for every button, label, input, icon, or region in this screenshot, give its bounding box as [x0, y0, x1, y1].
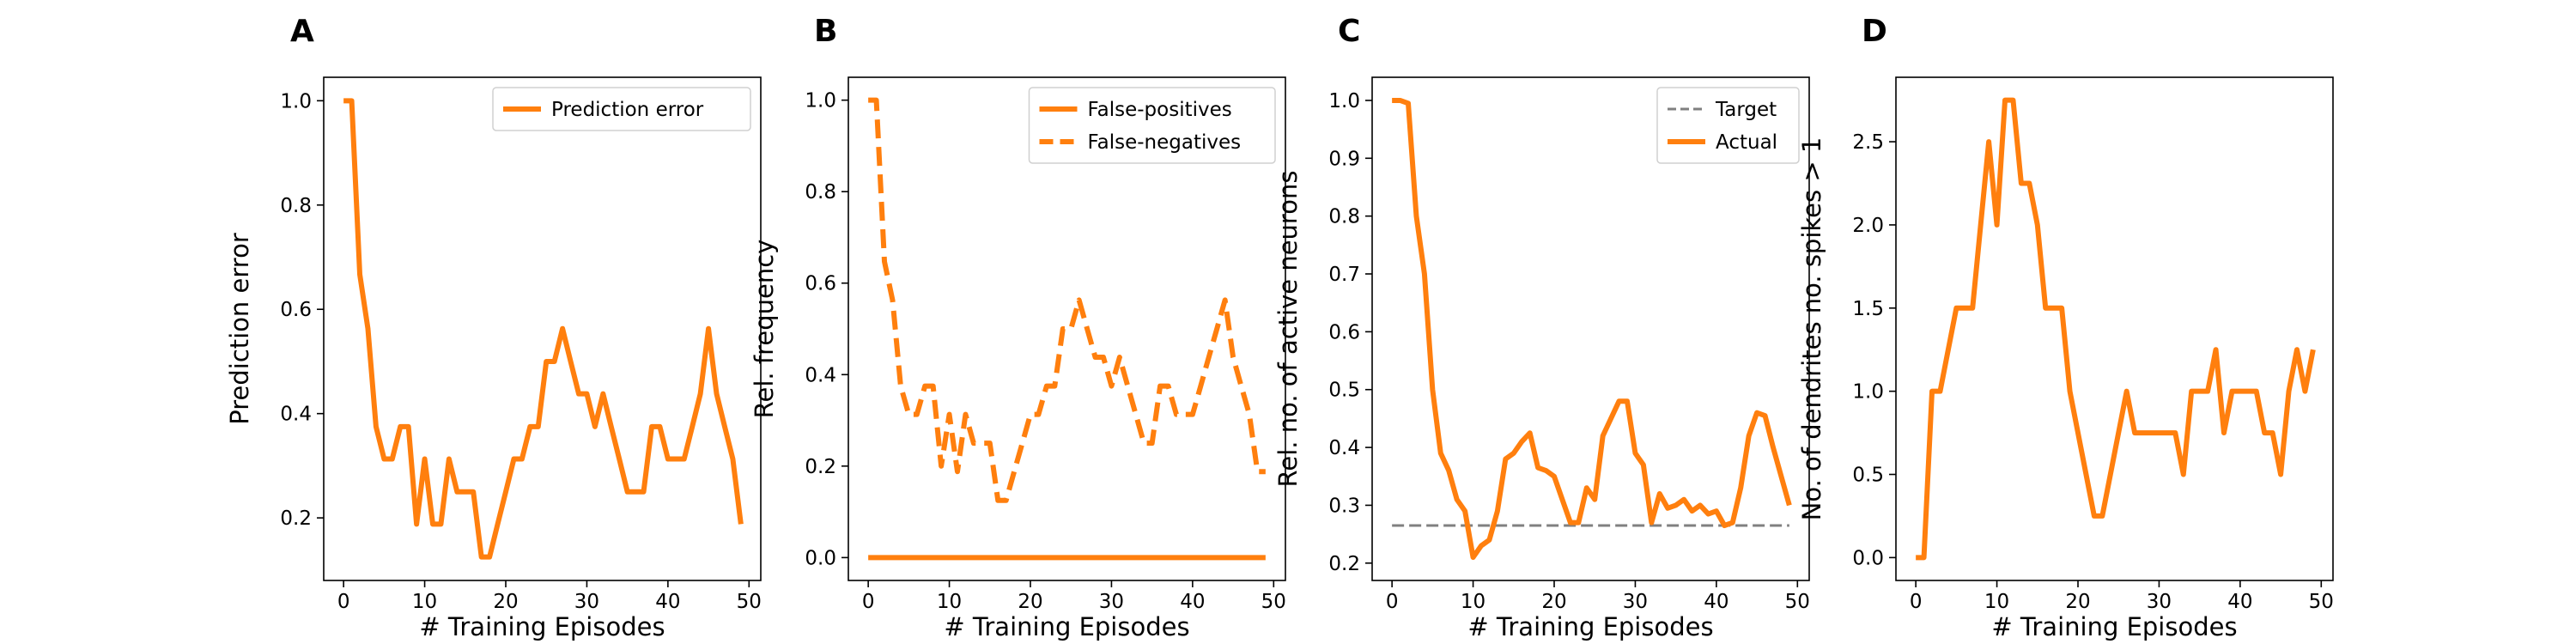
y-tick-label: 0.6 — [1328, 321, 1360, 343]
legend-label: Actual — [1716, 131, 1777, 154]
x-tick-label: 40 — [655, 591, 680, 613]
y-tick-label: 0.9 — [1328, 148, 1360, 170]
x-tick-label: 10 — [412, 591, 437, 613]
y-tick-label: 0.0 — [1852, 547, 1884, 569]
y-tick-label: 2.0 — [1852, 215, 1884, 237]
legend-label: Target — [1715, 99, 1777, 121]
x-tick-label: 20 — [493, 591, 518, 613]
series-line-main — [1916, 97, 2316, 561]
legend-label: Prediction error — [551, 99, 704, 121]
y-tick-label: 0.4 — [1328, 437, 1360, 459]
x-tick-label: 40 — [1704, 591, 1728, 613]
y-tick-label: 0.6 — [805, 273, 836, 295]
y-tick-label: 1.0 — [1852, 381, 1884, 404]
legend-label: False-negatives — [1088, 131, 1242, 154]
panel-a: A 0 10 20 30 40 50 0.2 0.4 0.6 0.8 1.0 # Training Ep… — [225, 14, 762, 641]
y-tick-label: 1.0 — [1328, 90, 1360, 112]
series-line-prediction-error — [343, 98, 744, 560]
x-tick-label: 30 — [574, 591, 599, 613]
y-tick-label: 0.2 — [280, 507, 312, 530]
x-tick-label: 40 — [1180, 591, 1205, 613]
legend: False-positives False-negatives — [1028, 87, 1276, 164]
y-tick-label: 0.5 — [1852, 465, 1884, 487]
y-tick-label: 0.6 — [280, 299, 312, 321]
legend: Prediction error — [492, 87, 751, 131]
y-axis-label: Rel. frequency — [750, 240, 779, 419]
x-tick-label: 30 — [1623, 591, 1648, 613]
y-tick-label: 0.4 — [280, 404, 312, 426]
y-tick-label: 1.5 — [1852, 298, 1884, 320]
y-axis-label: Rel. no. of active neurons — [1273, 171, 1303, 488]
legend-box — [1028, 87, 1276, 164]
y-axis-label: Prediction error — [225, 233, 254, 425]
y-tick-label: 0.4 — [805, 364, 836, 386]
y-tick-label: 0.3 — [1328, 495, 1360, 517]
y-tick-label: 2.5 — [1852, 131, 1884, 154]
panel-letter: C — [1338, 14, 1360, 49]
x-tick-label: 0 — [337, 591, 350, 613]
series-line-false-negatives — [868, 97, 1266, 503]
y-tick-label: 1.0 — [805, 90, 836, 112]
x-tick-label: 50 — [1785, 591, 1810, 613]
x-tick-label: 30 — [2147, 591, 2172, 613]
x-tick-label: 50 — [1261, 591, 1286, 613]
y-tick-label: 0.7 — [1328, 264, 1360, 286]
y-tick-label: 0.2 — [805, 456, 836, 478]
x-tick-label: 20 — [1541, 591, 1566, 613]
legend-box — [492, 87, 751, 131]
y-tick-label: 0.8 — [280, 195, 312, 217]
series-line-actual — [1392, 97, 1792, 561]
y-tick-label: 1.0 — [280, 90, 312, 112]
axes-frame — [848, 76, 1286, 581]
x-tick-label: 10 — [1984, 591, 2009, 613]
y-tick-label: 0.8 — [1328, 206, 1360, 228]
y-axis-label: No. of dendrites no. spikes > 1 — [1797, 137, 1826, 521]
x-tick-label: 0 — [862, 591, 875, 613]
axes-frame — [323, 76, 762, 581]
x-axis-label: # Training Episodes — [944, 612, 1189, 641]
x-tick-label: 20 — [2065, 591, 2090, 613]
axes-frame — [1371, 76, 1810, 581]
y-tick-label: 0.2 — [1328, 553, 1360, 575]
x-tick-label: 50 — [737, 591, 762, 613]
x-axis-label: # Training Episodes — [1991, 612, 2237, 641]
axes-frame — [1895, 76, 2334, 581]
panel-d: D 0 10 20 30 40 50 0.0 0.5 1.0 1.5 2.0 2.5 # Training… — [1797, 14, 2334, 641]
legend-label: False-positives — [1088, 99, 1232, 121]
x-tick-label: 40 — [2227, 591, 2252, 613]
x-axis-label: # Training Episodes — [419, 612, 665, 641]
x-tick-label: 0 — [1386, 591, 1399, 613]
x-tick-label: 50 — [2309, 591, 2334, 613]
x-tick-label: 10 — [937, 591, 962, 613]
panel-letter: A — [290, 14, 314, 49]
x-tick-label: 20 — [1018, 591, 1042, 613]
panel-b: B 0 10 20 30 40 50 0.0 0.2 0.4 0.6 0.8 1.0 # Training… — [750, 14, 1286, 641]
y-tick-label: 0.5 — [1328, 380, 1360, 402]
x-tick-label: 0 — [1910, 591, 1923, 613]
x-tick-label: 30 — [1099, 591, 1124, 613]
x-tick-label: 10 — [1461, 591, 1485, 613]
panel-c: C 0 10 20 30 40 50 0.2 0.3 0.4 0.5 0.6 0.7 0.8 0.9 1.0 #… — [1273, 14, 1810, 641]
panel-letter: B — [814, 14, 837, 49]
panel-letter: D — [1862, 14, 1887, 49]
x-axis-label: # Training Episodes — [1467, 612, 1713, 641]
legend: Target Actual — [1656, 87, 1800, 164]
y-tick-label: 0.8 — [805, 181, 836, 204]
y-tick-label: 0.0 — [805, 547, 836, 569]
